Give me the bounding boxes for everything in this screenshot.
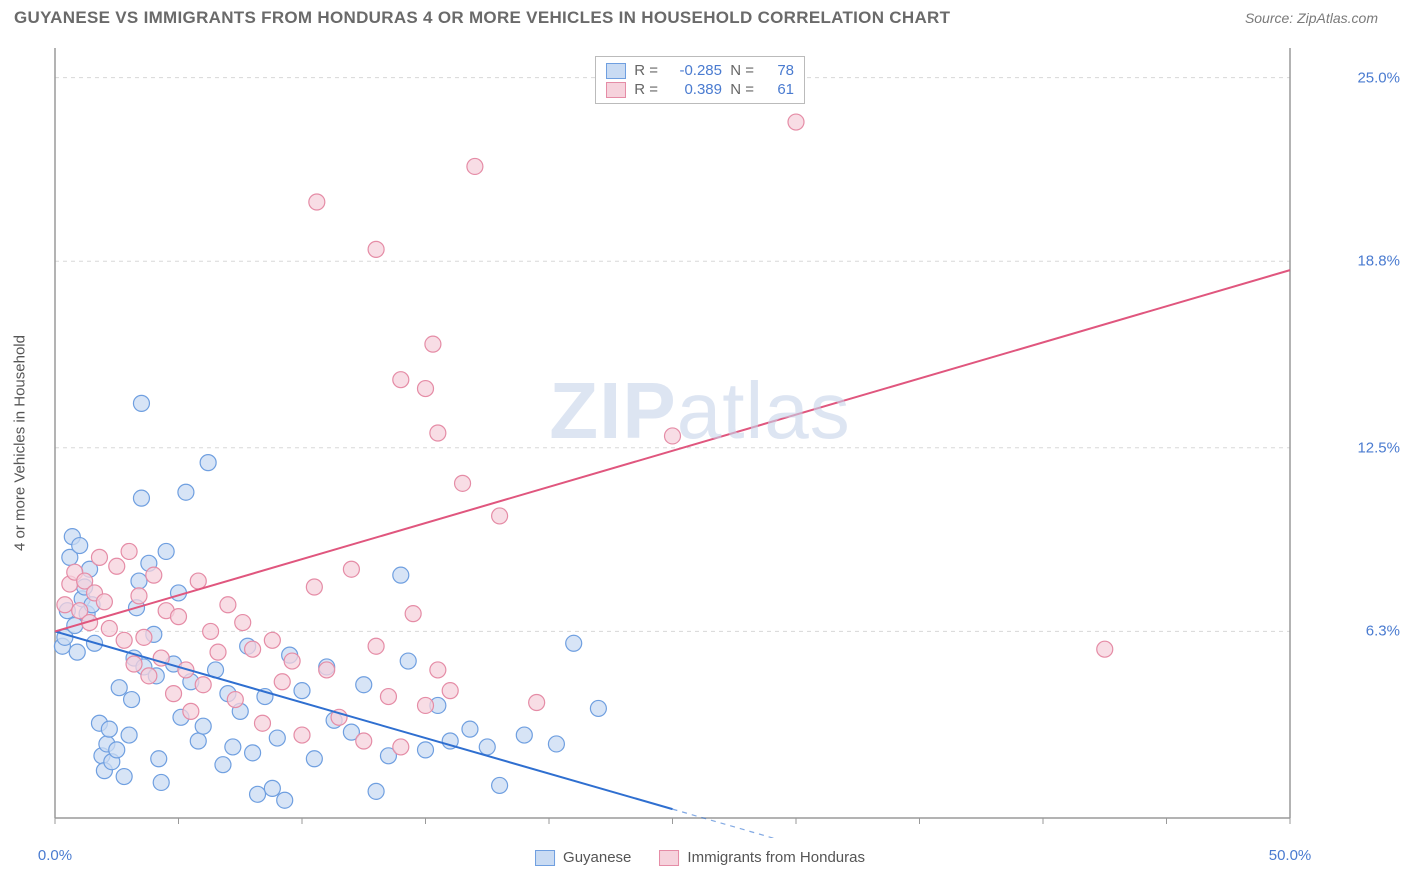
scatter-plot (50, 48, 1350, 838)
legend-item: Guyanese (535, 849, 631, 866)
stat-n-value: 61 (762, 81, 794, 98)
y-tick-label: 12.5% (1357, 439, 1400, 456)
chart-area: 4 or more Vehicles in Household ZIPatlas… (50, 48, 1350, 838)
stats-legend: R = -0.285 N = 78 R = 0.389 N = 61 (595, 56, 805, 104)
y-tick-label: 18.8% (1357, 253, 1400, 270)
stat-label: N = (730, 62, 754, 79)
series-legend: Guyanese Immigrants from Honduras (535, 849, 865, 866)
stat-label: R = (634, 81, 658, 98)
legend-swatch (659, 850, 679, 866)
y-axis-label: 4 or more Vehicles in Household (12, 335, 29, 551)
legend-swatch (606, 63, 626, 79)
legend-label: Guyanese (563, 849, 631, 866)
x-tick-label: 50.0% (1269, 847, 1312, 864)
stat-r-value: 0.389 (666, 81, 722, 98)
legend-label: Immigrants from Honduras (687, 849, 865, 866)
legend-swatch (606, 82, 626, 98)
stat-label: R = (634, 62, 658, 79)
y-tick-label: 6.3% (1366, 623, 1400, 640)
chart-title: GUYANESE VS IMMIGRANTS FROM HONDURAS 4 O… (14, 8, 950, 28)
source-attribution: Source: ZipAtlas.com (1245, 10, 1378, 26)
stat-r-value: -0.285 (666, 62, 722, 79)
legend-item: Immigrants from Honduras (659, 849, 865, 866)
stat-label: N = (730, 81, 754, 98)
legend-swatch (535, 850, 555, 866)
stats-legend-row: R = 0.389 N = 61 (606, 80, 794, 99)
y-tick-label: 25.0% (1357, 69, 1400, 86)
stat-n-value: 78 (762, 62, 794, 79)
x-tick-label: 0.0% (38, 847, 72, 864)
stats-legend-row: R = -0.285 N = 78 (606, 61, 794, 80)
